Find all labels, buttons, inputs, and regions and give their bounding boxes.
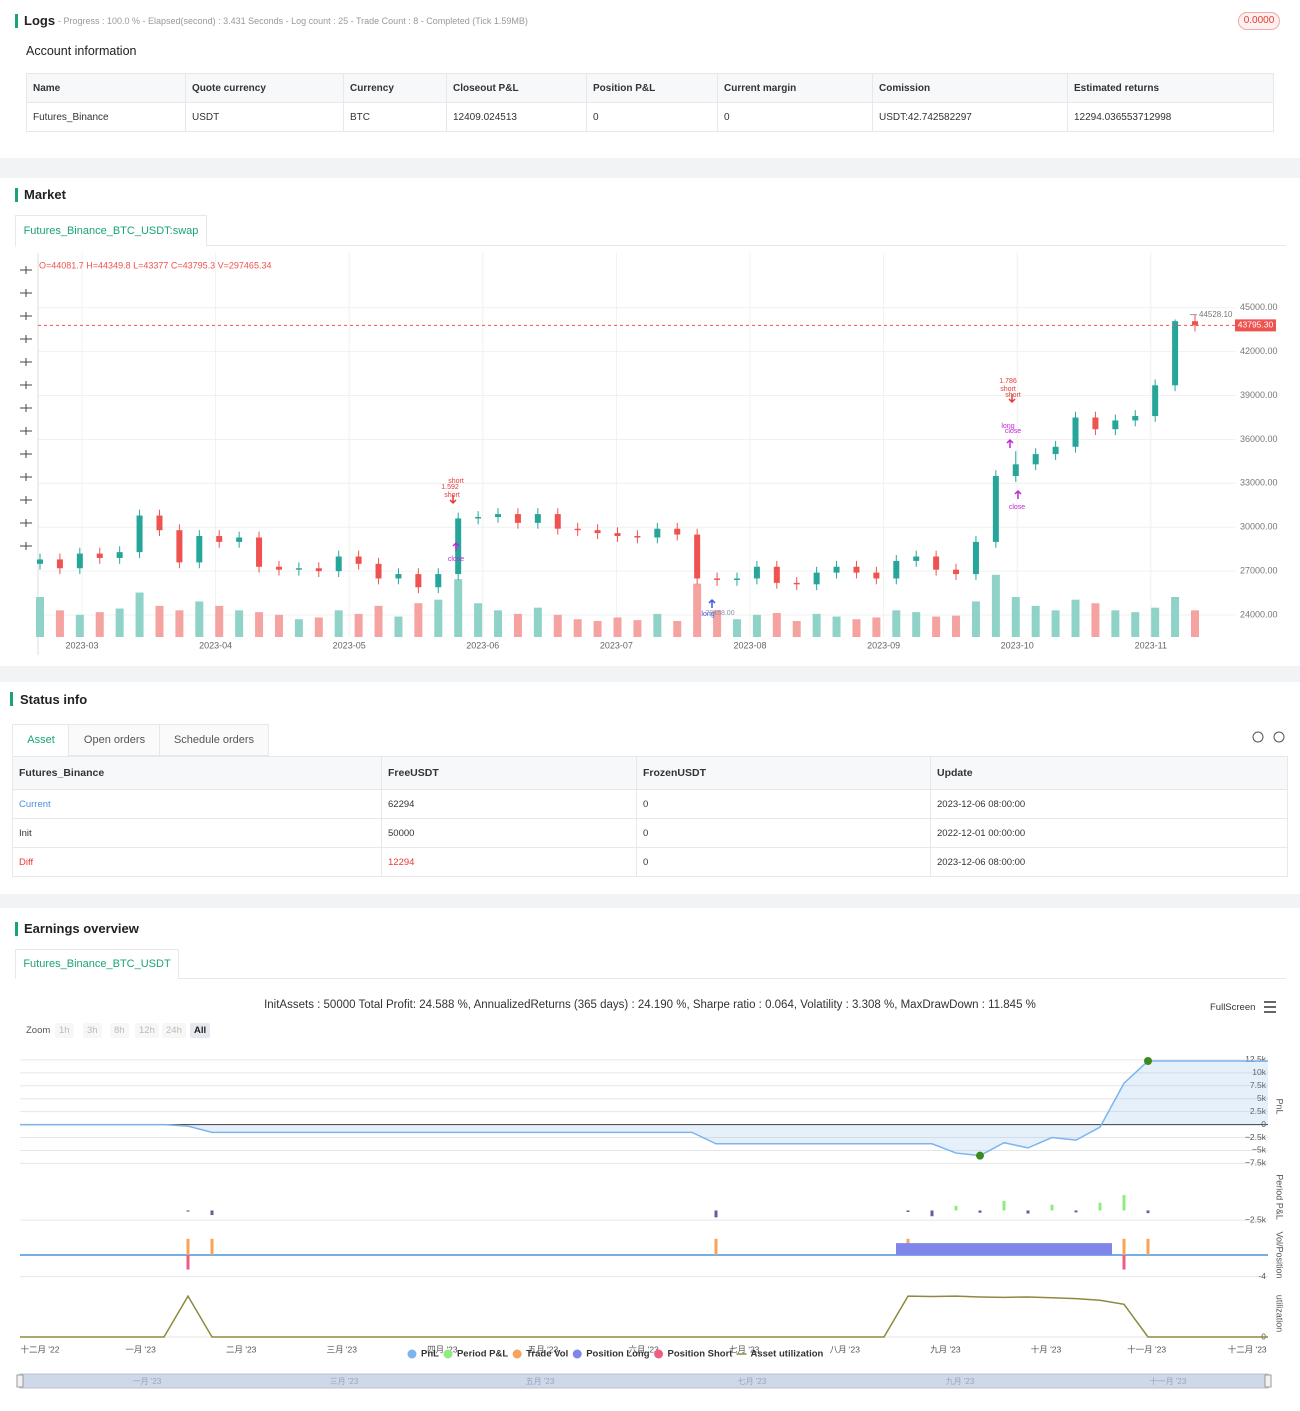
header-cell: FrozenUSDT xyxy=(636,756,931,790)
cell: 0 xyxy=(636,789,931,819)
tab-line xyxy=(178,978,1286,979)
cell: Init xyxy=(12,818,382,848)
cell: Current xyxy=(12,789,382,819)
cell: 2022-12-01 00:00:00 xyxy=(930,818,1288,848)
earnings-tab[interactable]: Futures_Binance_BTC_USDT xyxy=(15,949,179,979)
header-row: Name Quote currency Currency Closeout P&L Po… xyxy=(26,73,1274,103)
summary: InitAssets : 50000 Total Profit: 24.588 … xyxy=(264,999,1036,1011)
earnings-title: Earnings overview xyxy=(24,921,139,936)
cell: 12294 xyxy=(381,847,637,877)
market-tab[interactable]: Futures_Binance_BTC_USDT:swap xyxy=(15,215,207,247)
header-cell: Current margin xyxy=(717,73,873,103)
logs-section: Logs - Progress : 100.0 % - Elapsed(seco… xyxy=(0,0,1300,158)
market-section: Market Futures_Binance_BTC_USDT:swap Ind… xyxy=(0,178,1300,666)
cell: 62294 xyxy=(381,789,637,819)
progress-text: - Progress : 100.0 % - Elapsed(second) :… xyxy=(58,16,528,26)
row: Init 50000 0 2022-12-01 00:00:00 xyxy=(12,818,1288,848)
header-cell: Comission xyxy=(872,73,1068,103)
fullscreen-button[interactable]: FullScreen xyxy=(1210,1002,1256,1013)
section-marker xyxy=(15,922,18,936)
cell: USDT xyxy=(185,102,344,132)
zoom-label: Zoom xyxy=(26,1025,51,1036)
zoom-button[interactable]: 1h xyxy=(55,1023,74,1038)
row: Futures_Binance USDT BTC 12409.024513 0 0 USDT… xyxy=(26,102,1274,132)
cell: BTC xyxy=(343,102,447,132)
earnings-section: Earnings overview Futures_Binance_BTC_US… xyxy=(0,908,1300,1411)
section-marker xyxy=(15,188,18,202)
indicator-button[interactable]: Indicator xyxy=(1156,270,1221,287)
row: Current 62294 0 2023-12-06 08:00:00 xyxy=(12,789,1288,819)
tab-line xyxy=(206,245,1286,246)
cell: 0 xyxy=(636,818,931,848)
zoom-button[interactable]: 24h xyxy=(162,1023,186,1038)
indicator-label: Indicator xyxy=(1161,273,1196,283)
cell: 50000 xyxy=(381,818,637,848)
header-row: Futures_Binance FreeUSDT FrozenUSDT Update xyxy=(12,756,1288,790)
header-cell: Closeout P&L xyxy=(446,73,587,103)
header-cell: Name xyxy=(26,73,186,103)
cell: 2023-12-06 08:00:00 xyxy=(930,789,1288,819)
header-cell: Position P&L xyxy=(586,73,718,103)
account-title: Account information xyxy=(26,44,137,58)
status-table: Futures_Binance FreeUSDT FrozenUSDT Update C… xyxy=(12,756,1288,877)
header-cell: Estimated returns xyxy=(1067,73,1274,103)
cell: Futures_Binance xyxy=(26,102,186,132)
zoom-button[interactable]: 3h xyxy=(83,1023,102,1038)
section-marker xyxy=(10,692,13,706)
cell: USDT:42.742582297 xyxy=(872,102,1068,132)
section-marker xyxy=(15,14,18,28)
row: Diff 12294 0 2023-12-06 08:00:00 xyxy=(12,847,1288,877)
account-table: Name Quote currency Currency Closeout P&L Po… xyxy=(26,73,1274,132)
market-title: Market xyxy=(24,187,66,202)
header-cell: FreeUSDT xyxy=(381,756,637,790)
cell: Diff xyxy=(12,847,382,877)
cell: 2023-12-06 08:00:00 xyxy=(930,847,1288,877)
status-section: Status info Asset Open orders Schedule ord… xyxy=(0,682,1300,894)
status-badge: 0.0000 xyxy=(1238,12,1280,30)
header-cell: Futures_Binance xyxy=(12,756,382,790)
zoom-button[interactable]: 8h xyxy=(110,1023,129,1038)
cell: 12294.036553712998 xyxy=(1067,102,1274,132)
cell: 0 xyxy=(636,847,931,877)
cell: 0 xyxy=(717,102,873,132)
status-tab[interactable]: Open orders xyxy=(68,724,161,756)
status-title: Status info xyxy=(20,692,88,707)
zoom-button[interactable]: 12h xyxy=(135,1023,159,1038)
zoom-button[interactable]: All xyxy=(190,1023,211,1038)
status-tab[interactable]: Asset xyxy=(12,724,70,756)
cell: 12409.024513 xyxy=(446,102,587,132)
cell: 0 xyxy=(586,102,718,132)
header-cell: Quote currency xyxy=(185,73,344,103)
header-cell: Update xyxy=(930,756,1288,790)
logs-title: Logs xyxy=(24,13,56,28)
status-tab[interactable]: Schedule orders xyxy=(159,724,269,756)
header-cell: Currency xyxy=(343,73,447,103)
